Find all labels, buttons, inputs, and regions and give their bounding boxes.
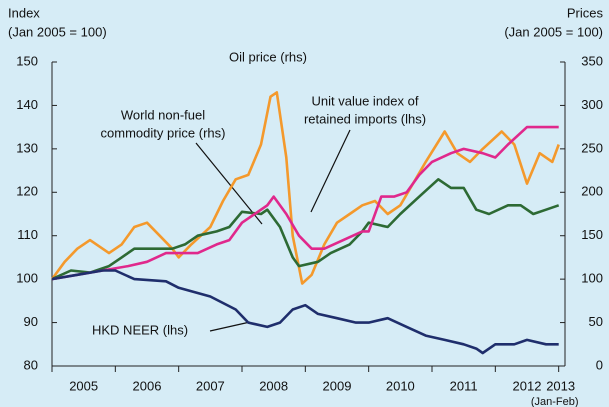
x-tick-label: 2013 (546, 378, 575, 393)
annotation: World non-fuel (121, 107, 205, 122)
y-tick-label: 120 (16, 184, 38, 199)
annotation: retained imports (lhs) (304, 111, 426, 126)
y2-axis-title: (Jan 2005 = 100) (504, 24, 603, 39)
series-line (51, 178, 560, 281)
x-tick-label: 2007 (196, 378, 225, 393)
x-tick-label: 2009 (323, 378, 352, 393)
annotation: Unit value index of (312, 93, 419, 108)
y2-tick-label: 0 (596, 357, 603, 372)
y-tick-label: 130 (16, 140, 38, 155)
y2-tick-label: 200 (581, 184, 603, 199)
y-axis-title: Index (8, 5, 40, 20)
arrow (209, 321, 251, 332)
annotation: HKD NEER (lhs) (92, 322, 188, 337)
y-tick-label: 90 (24, 314, 38, 329)
y-tick-label: 140 (16, 97, 38, 112)
annotation: commodity price (rhs) (101, 125, 226, 140)
x-tick-note: (Jan-Feb) (531, 396, 579, 407)
annotation: Oil price (rhs) (229, 49, 307, 64)
x-tick-label: 2005 (69, 378, 98, 393)
x-tick-label: 2011 (450, 378, 478, 393)
y2-tick-label: 100 (581, 271, 603, 286)
series-line (50, 91, 560, 285)
y-axis-title: (Jan 2005 = 100) (8, 24, 107, 39)
y2-axis-title: Prices (567, 5, 604, 20)
arrow (195, 142, 263, 225)
series-line (51, 269, 559, 355)
y-tick-label: 100 (16, 271, 38, 286)
arrow (310, 129, 351, 213)
y2-tick-label: 150 (581, 227, 603, 242)
y-tick-label: 110 (17, 227, 38, 242)
x-tick-label: 2006 (133, 378, 162, 393)
y2-tick-label: 350 (581, 53, 603, 68)
y2-tick-label: 300 (581, 97, 603, 112)
y2-tick-label: 50 (589, 314, 603, 329)
x-tick-label: 2008 (259, 378, 288, 393)
x-tick-label: 2010 (386, 378, 415, 393)
y-tick-label: 150 (16, 53, 38, 68)
x-tick-label: 2012 (513, 378, 542, 393)
y-tick-label: 80 (24, 357, 38, 372)
series-line (51, 125, 559, 281)
y2-tick-label: 250 (581, 140, 603, 155)
